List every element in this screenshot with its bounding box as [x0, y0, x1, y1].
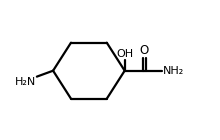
- Text: H₂N: H₂N: [15, 77, 36, 87]
- Text: O: O: [140, 44, 149, 57]
- Text: NH₂: NH₂: [163, 66, 184, 76]
- Text: OH: OH: [116, 49, 133, 59]
